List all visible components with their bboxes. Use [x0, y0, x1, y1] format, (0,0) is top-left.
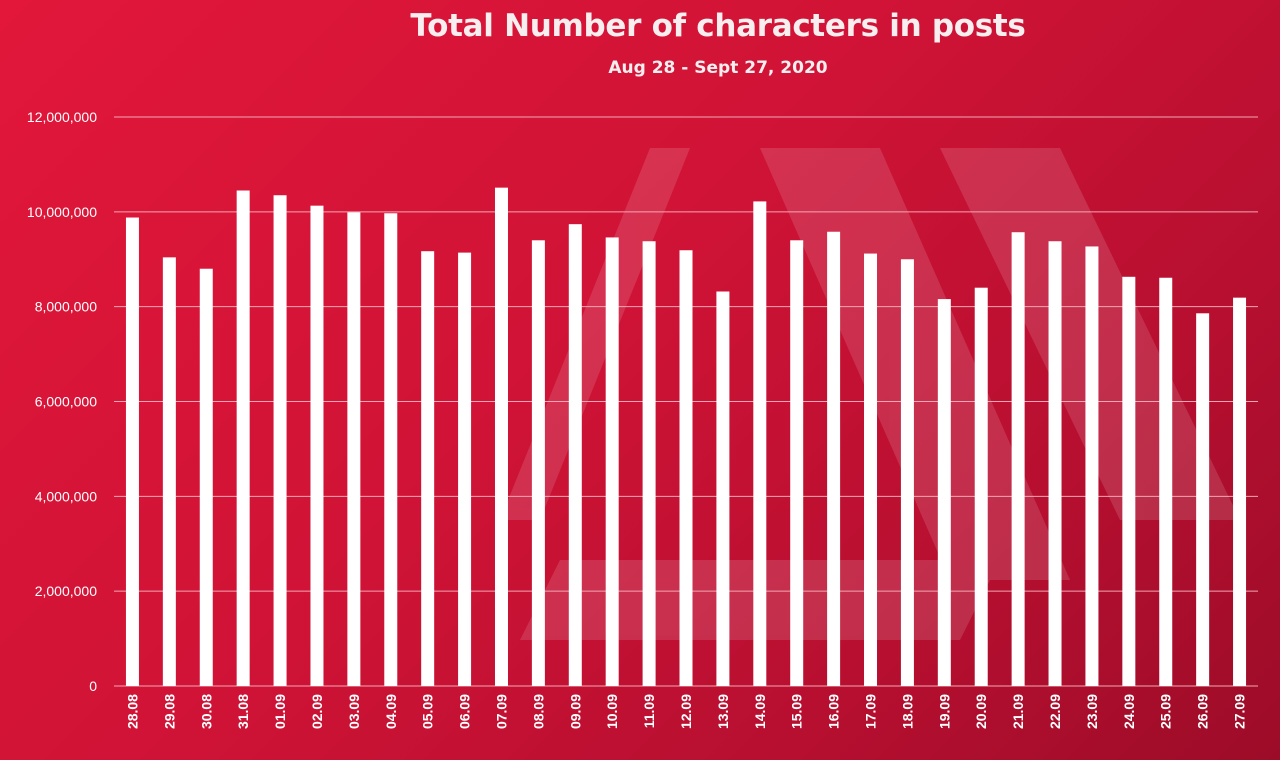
- bar-04.09: [384, 213, 398, 686]
- x-tick-label: 24.09: [1121, 694, 1137, 729]
- x-tick-label: 14.09: [752, 694, 768, 729]
- chart-title: Total Number of characters in posts: [410, 8, 1026, 44]
- bar-18.09: [900, 259, 914, 686]
- bar-13.09: [716, 291, 730, 686]
- y-tick-label: 0: [89, 678, 97, 694]
- x-tick-label: 13.09: [715, 694, 731, 729]
- x-tick-label: 30.08: [198, 694, 214, 729]
- bar-23.09: [1085, 246, 1099, 686]
- x-tick-label: 22.09: [1047, 694, 1063, 729]
- bar-17.09: [864, 253, 878, 686]
- x-tick-label: 31.08: [235, 694, 251, 729]
- x-tick-label: 15.09: [789, 694, 805, 729]
- bar-26.09: [1196, 313, 1210, 686]
- y-tick-label: 4,000,000: [35, 488, 97, 504]
- x-tick-label: 12.09: [678, 694, 694, 729]
- x-tick-label: 06.09: [457, 694, 473, 729]
- x-tick-label: 18.09: [899, 694, 915, 729]
- x-tick-label: 09.09: [567, 694, 583, 729]
- x-tick-label: 19.09: [936, 694, 952, 729]
- x-tick-label: 26.09: [1195, 694, 1211, 729]
- x-tick-label: 16.09: [826, 694, 842, 729]
- bar-30.08: [199, 268, 213, 686]
- bars: [125, 187, 1247, 687]
- x-tick-label: 03.09: [346, 694, 362, 729]
- bar-25.09: [1159, 277, 1173, 686]
- bar-21.09: [1011, 232, 1025, 686]
- x-tick-label: 25.09: [1158, 694, 1174, 729]
- x-tick-label: 02.09: [309, 694, 325, 729]
- y-tick-label: 12,000,000: [27, 109, 97, 125]
- y-tick-label: 10,000,000: [27, 204, 97, 220]
- x-tick-label: 23.09: [1084, 694, 1100, 729]
- y-tick-label: 6,000,000: [35, 394, 97, 410]
- bar-22.09: [1048, 241, 1062, 686]
- bar-27.09: [1233, 297, 1247, 686]
- x-tick-label: 17.09: [863, 694, 879, 729]
- x-tick-label: 29.08: [161, 694, 177, 729]
- bar-19.09: [937, 299, 951, 686]
- bar-03.09: [347, 212, 361, 686]
- x-tick-label: 27.09: [1232, 694, 1248, 729]
- bar-14.09: [753, 201, 767, 686]
- bar-24.09: [1122, 276, 1136, 686]
- bar-09.09: [568, 224, 582, 686]
- y-tick-label: 2,000,000: [35, 583, 97, 599]
- x-tick-label: 05.09: [420, 694, 436, 729]
- bar-10.09: [605, 237, 619, 686]
- x-tick-label: 04.09: [383, 694, 399, 729]
- bar-28.08: [125, 217, 139, 687]
- x-tick-label: 20.09: [973, 694, 989, 729]
- x-axis: 28.08 29.08 30.08 31.08 01.09 02.09 03.09 04.09…: [124, 694, 1247, 729]
- bar-20.09: [974, 287, 988, 686]
- bar-02.09: [310, 205, 324, 686]
- bar-12.09: [679, 250, 693, 686]
- x-tick-label: 11.09: [641, 694, 657, 728]
- x-tick-label: 07.09: [493, 694, 509, 729]
- bar-05.09: [421, 251, 435, 687]
- y-axis: 0 2,000,000 4,000,000 6,000,000 8,000,000 10,…: [27, 109, 97, 694]
- x-tick-label: 28.08: [124, 694, 140, 729]
- bar-01.09: [273, 195, 287, 687]
- x-tick-label: 10.09: [604, 694, 620, 729]
- bar-07.09: [494, 187, 508, 687]
- bar-08.09: [531, 240, 545, 687]
- bar-16.09: [827, 231, 841, 686]
- y-tick-label: 8,000,000: [35, 299, 97, 315]
- bar-29.08: [162, 257, 176, 686]
- bar-31.08: [236, 190, 250, 686]
- chart-subtitle: Aug 28 - Sept 27, 2020: [608, 58, 828, 78]
- bar-11.09: [642, 241, 656, 686]
- x-tick-label: 21.09: [1010, 694, 1026, 729]
- x-tick-label: 01.09: [272, 694, 288, 729]
- x-tick-label: 08.09: [530, 694, 546, 729]
- bar-06.09: [458, 252, 472, 686]
- bar-15.09: [790, 240, 804, 687]
